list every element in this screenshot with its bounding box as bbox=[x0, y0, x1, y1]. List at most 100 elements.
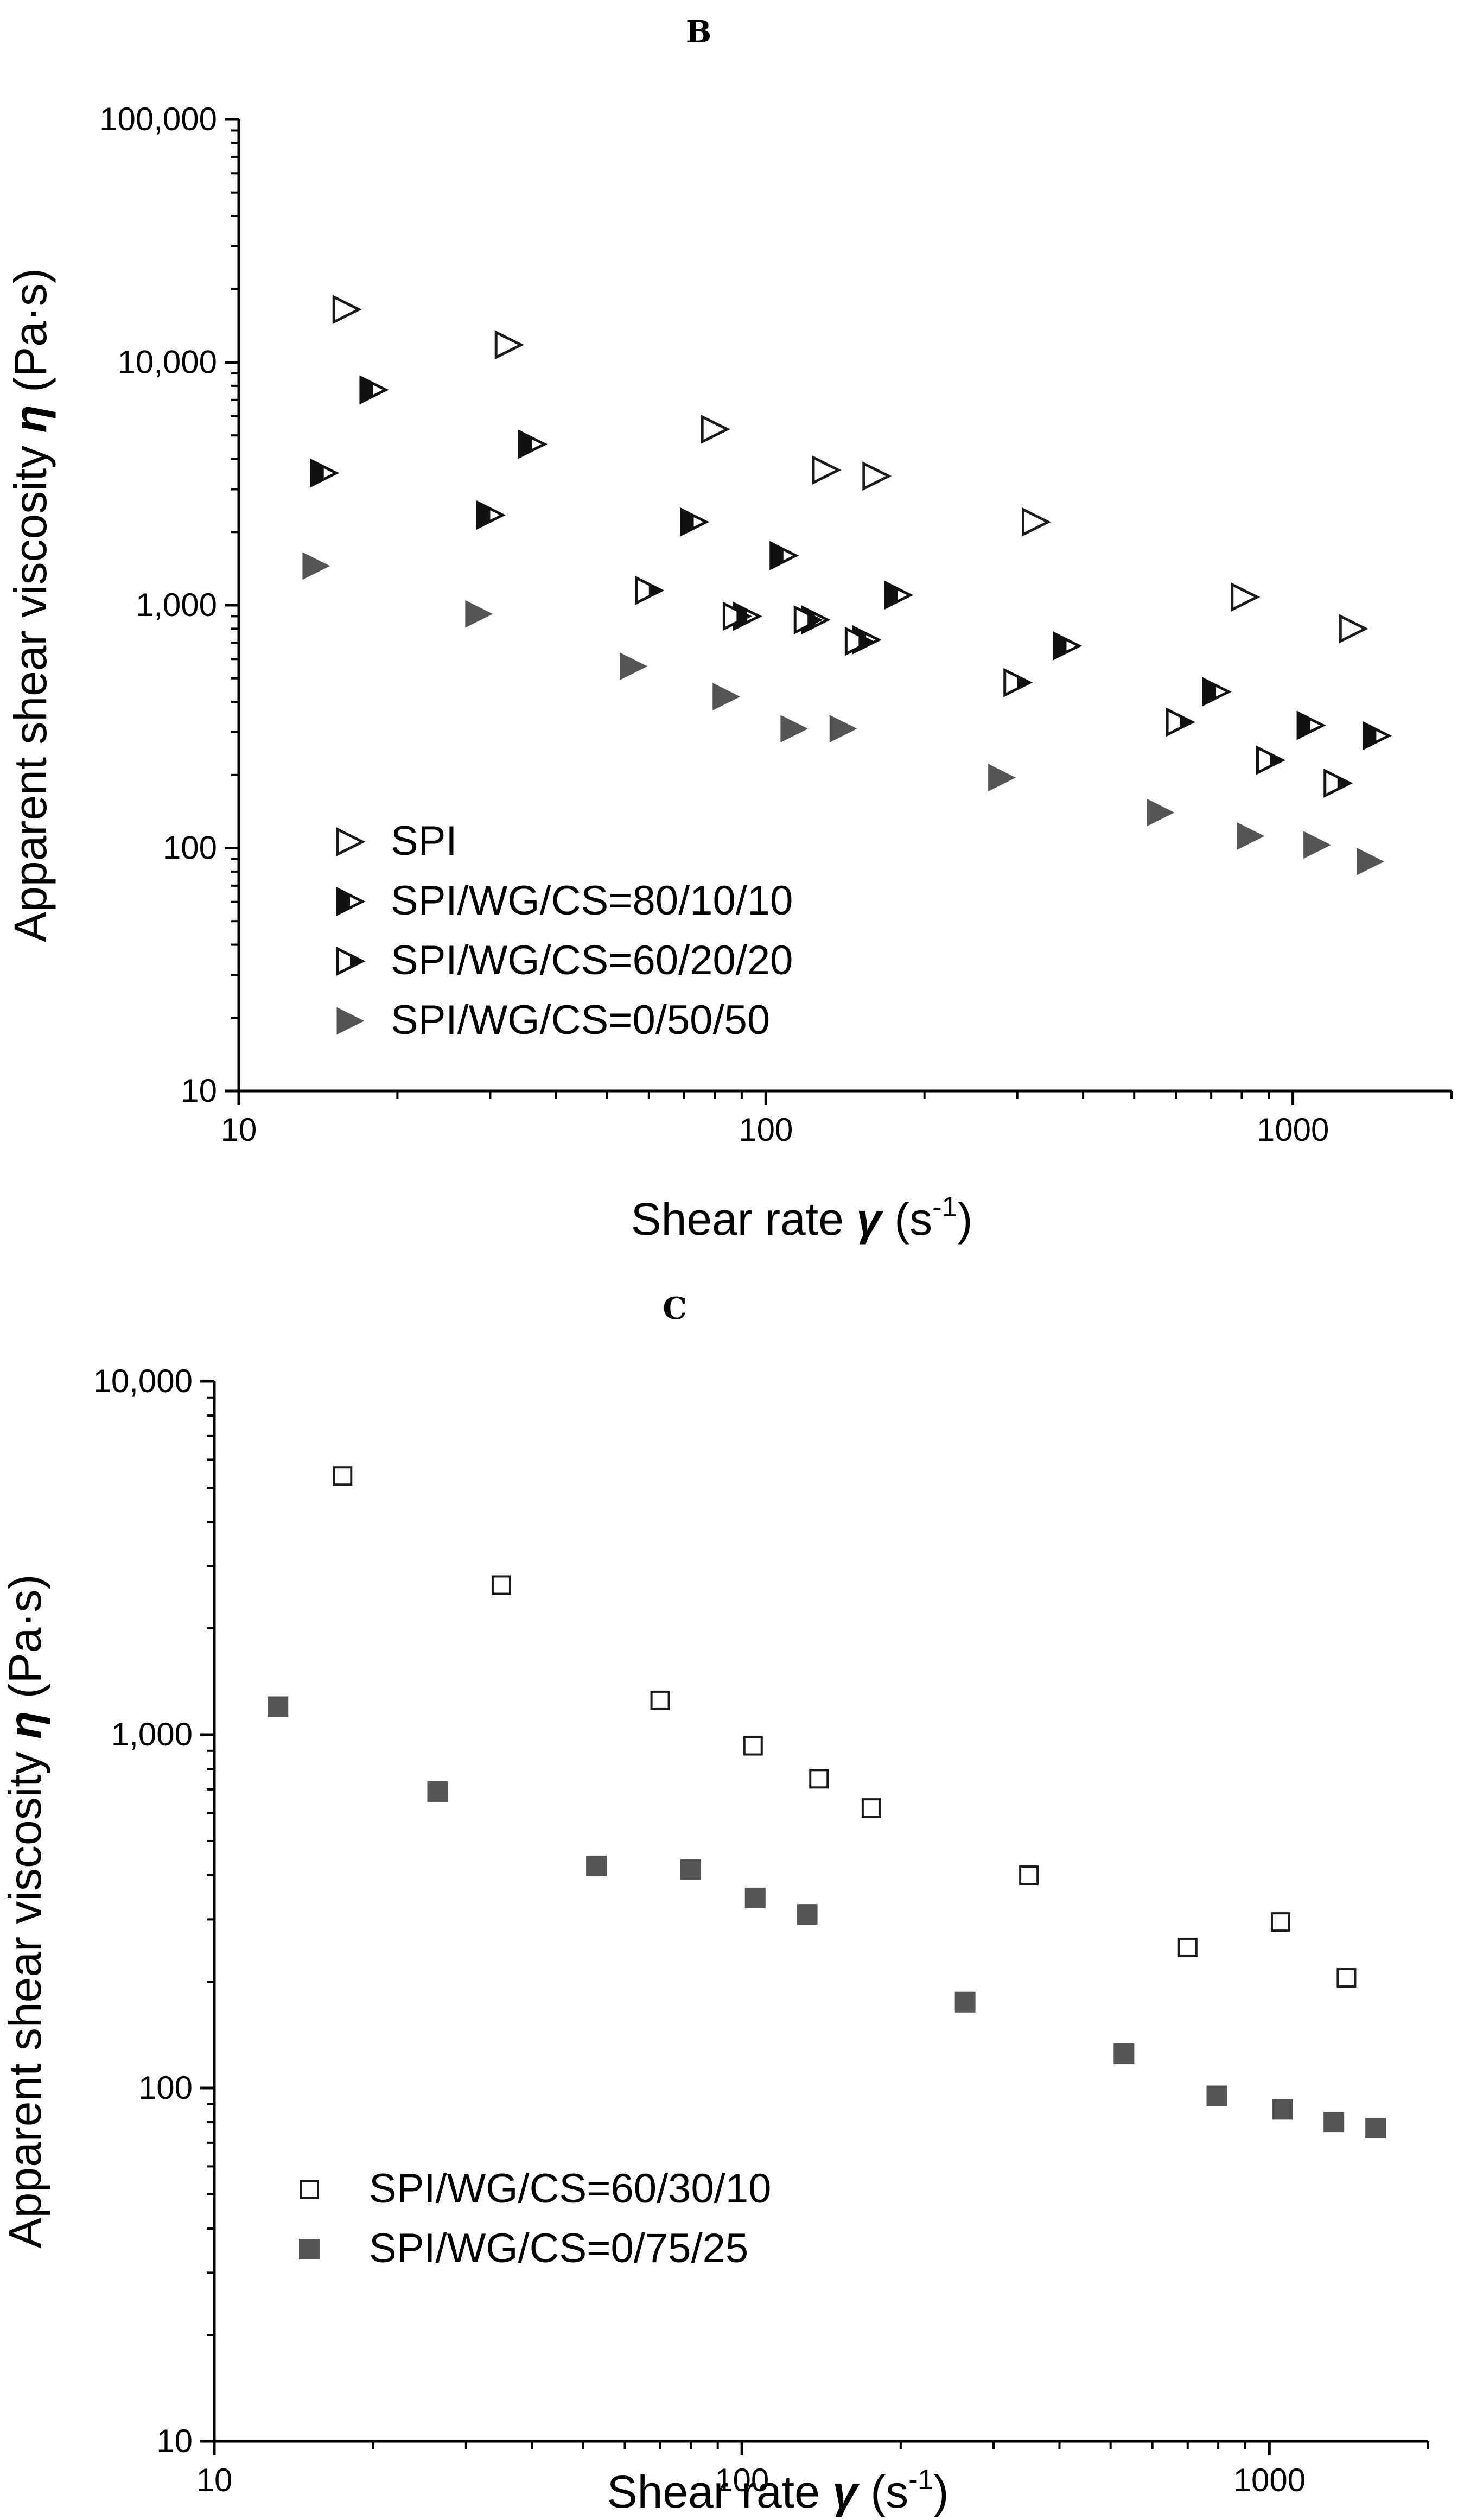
chart-panel-b: B 10 100 1000 10 100 1,000 10,000 100,000 Shear r… bbox=[5, 14, 1453, 1245]
x-tick-label: 100 bbox=[739, 1112, 793, 1148]
data-point bbox=[333, 1466, 353, 1486]
data-point bbox=[518, 429, 548, 459]
data-point bbox=[780, 715, 809, 743]
data-point bbox=[302, 552, 330, 580]
data-point bbox=[954, 1991, 976, 2013]
data-point bbox=[359, 375, 389, 405]
legend-marker bbox=[299, 2239, 320, 2259]
data-point bbox=[862, 461, 892, 491]
y-tick-label: 100 bbox=[163, 830, 217, 866]
panel-label: C bbox=[663, 1291, 687, 1326]
data-point bbox=[1296, 710, 1326, 740]
y-axis-title: Apparent shear viscosity η (Pa·s) bbox=[0, 1575, 50, 2249]
data-point bbox=[1237, 822, 1265, 850]
x-axis-title: Shear rate γ (s-1) bbox=[631, 1191, 973, 1245]
y-tick-label: 1,000 bbox=[136, 587, 217, 623]
data-point bbox=[465, 600, 493, 628]
data-point bbox=[1362, 721, 1392, 751]
legend-label: SPI/WG/CS=60/20/20 bbox=[391, 937, 793, 983]
data-point bbox=[797, 1904, 818, 1925]
legend-marker bbox=[336, 1007, 365, 1035]
data-point bbox=[769, 541, 799, 570]
data-point bbox=[1339, 614, 1368, 644]
data-point bbox=[1256, 745, 1286, 775]
data-point bbox=[620, 652, 648, 681]
data-point bbox=[1003, 668, 1033, 697]
data-point bbox=[1202, 677, 1232, 707]
data-point bbox=[1166, 707, 1195, 737]
data-point bbox=[1272, 2099, 1293, 2120]
panel-label: B bbox=[686, 14, 711, 50]
legend-label: SPI/WG/CS=80/10/10 bbox=[391, 878, 793, 924]
x-tick-label: 10 bbox=[221, 1112, 257, 1148]
data-point bbox=[1323, 2112, 1345, 2133]
x-tick-label: 10 bbox=[196, 2462, 233, 2498]
y-tick-label: 10 bbox=[156, 2423, 193, 2459]
legend-marker bbox=[336, 946, 366, 976]
legend: SPI/WG/CS=60/30/10 SPI/WG/CS=0/75/25 bbox=[299, 2166, 771, 2271]
data-point bbox=[1231, 582, 1261, 612]
data-point bbox=[1270, 1912, 1290, 1932]
data-point bbox=[635, 575, 665, 605]
data-point bbox=[809, 1769, 829, 1789]
data-point bbox=[1147, 798, 1175, 827]
x-tick-label: 1000 bbox=[1257, 1112, 1329, 1148]
legend-label: SPI/WG/CS=0/75/25 bbox=[369, 2225, 748, 2271]
y-tick-label: 10 bbox=[181, 1072, 217, 1109]
legend-label: SPI/WG/CS=60/30/10 bbox=[369, 2166, 771, 2212]
data-point bbox=[744, 1887, 766, 1908]
chart-panel-c: C 10 100 1000 10 100 1,000 10,000 Shear rate γ (… bbox=[0, 1291, 1429, 2517]
data-point bbox=[722, 601, 752, 631]
series-3 bbox=[635, 575, 1353, 798]
data-point bbox=[712, 683, 741, 711]
series-1 bbox=[332, 295, 1368, 644]
data-point bbox=[793, 605, 823, 635]
data-point bbox=[829, 715, 857, 743]
data-point bbox=[1365, 2117, 1386, 2138]
data-point bbox=[476, 500, 506, 530]
y-tick-label: 10,000 bbox=[117, 344, 217, 380]
data-point bbox=[1021, 507, 1052, 537]
data-point bbox=[1177, 1937, 1198, 1957]
y-tick-label: 100 bbox=[138, 2070, 193, 2106]
data-point bbox=[1206, 2085, 1227, 2106]
y-tick-label: 100,000 bbox=[99, 101, 217, 137]
legend-marker bbox=[336, 886, 366, 917]
y-tick-label: 1,000 bbox=[111, 1716, 193, 1753]
data-point bbox=[1323, 768, 1353, 798]
legend: SPI SPI/WG/CS=80/10/10 SPI/WG/CS=60/20/20 S… bbox=[336, 818, 793, 1043]
data-point bbox=[1303, 831, 1331, 859]
y-tick-label: 10,000 bbox=[93, 1363, 193, 1399]
data-point bbox=[491, 1575, 511, 1595]
data-point bbox=[1336, 1968, 1357, 1988]
series-4 bbox=[302, 552, 1384, 875]
data-point bbox=[743, 1736, 763, 1756]
x-tick-label: 100 bbox=[715, 2462, 769, 2498]
series-2 bbox=[310, 375, 1392, 751]
data-point bbox=[812, 455, 842, 485]
data-point bbox=[844, 626, 874, 656]
data-point bbox=[1052, 631, 1083, 661]
data-point bbox=[586, 1855, 607, 1876]
legend-label: SPI bbox=[391, 818, 457, 864]
data-point bbox=[861, 1798, 881, 1818]
data-point bbox=[1357, 847, 1384, 875]
data-point bbox=[680, 507, 710, 537]
data-point bbox=[332, 295, 362, 325]
data-point bbox=[1019, 1865, 1039, 1886]
x-tick-label: 1000 bbox=[1233, 2462, 1306, 2498]
data-point bbox=[310, 458, 340, 488]
data-point bbox=[884, 580, 914, 610]
data-point bbox=[268, 1696, 289, 1717]
series-2 bbox=[268, 1696, 1386, 2138]
data-point bbox=[680, 1859, 701, 1880]
data-point bbox=[427, 1781, 448, 1802]
legend-label: SPI/WG/CS=0/50/50 bbox=[391, 997, 770, 1043]
data-point bbox=[988, 764, 1016, 792]
x-axis-title: Shear rate γ (s-1) bbox=[607, 2464, 949, 2517]
data-point bbox=[494, 330, 524, 360]
series-1 bbox=[333, 1466, 1357, 1988]
data-point bbox=[1113, 2043, 1135, 2064]
y-axis-title: Apparent shear viscosity η (Pa·s) bbox=[5, 268, 56, 942]
